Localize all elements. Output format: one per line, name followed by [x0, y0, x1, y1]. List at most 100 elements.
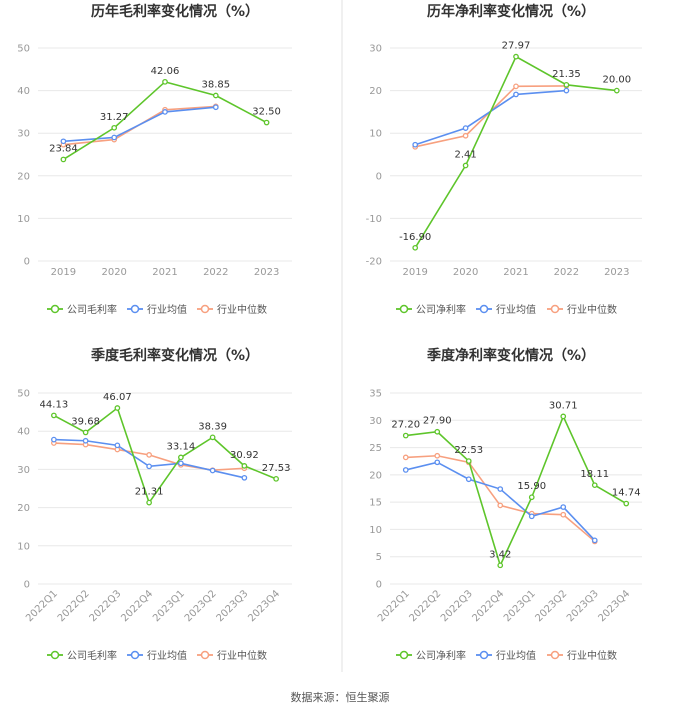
- data-point-company: [114, 405, 121, 411]
- data-point-avg: [241, 474, 248, 481]
- x-tick-label: 2023Q1: [151, 588, 187, 624]
- data-label: 33.14: [167, 441, 196, 452]
- legend-label: 行业中位数: [567, 649, 617, 662]
- x-tick-label: 2022Q1: [24, 588, 60, 624]
- data-point-company: [82, 429, 89, 436]
- data-label: 42.06: [151, 66, 180, 77]
- legend-item-avg[interactable]: 行业均值: [127, 303, 187, 316]
- series-line-avg: [63, 106, 216, 143]
- chart-title: 季度净利率变化情况（%）: [426, 347, 595, 364]
- x-tick-label: 2020: [101, 267, 126, 278]
- y-tick-label: 30: [369, 416, 382, 427]
- legend-marker: [479, 304, 489, 314]
- legend-marker: [50, 304, 60, 314]
- x-tick-label: 2023Q4: [597, 588, 633, 624]
- data-point-avg: [60, 138, 67, 145]
- y-tick-label: 0: [24, 257, 30, 268]
- legend-item-company[interactable]: 公司净利率: [396, 649, 466, 662]
- data-label: 30.92: [230, 450, 259, 461]
- y-tick-label: 20: [369, 86, 382, 97]
- data-point-median: [434, 452, 441, 459]
- data-point-avg: [513, 91, 519, 98]
- legend-item-company[interactable]: 公司毛利率: [47, 303, 117, 316]
- y-tick-label: 35: [369, 389, 382, 400]
- data-label: 32.50: [252, 107, 281, 118]
- legend-item-avg[interactable]: 行业均值: [476, 649, 536, 662]
- data-point-company: [209, 434, 216, 441]
- data-label: 44.13: [40, 399, 69, 410]
- x-tick-label: 2019: [402, 267, 427, 278]
- data-point-avg: [591, 537, 598, 544]
- legend-item-company[interactable]: 公司毛利率: [47, 649, 117, 662]
- x-tick-label: 2022Q3: [439, 588, 475, 624]
- legend-item-median[interactable]: 行业中位数: [197, 649, 267, 662]
- chart-1: 历年毛利率变化情况（%） 0 10 20 30 40 50 2019 2020 2021 2022 2…: [17, 3, 292, 316]
- data-point-company: [528, 494, 535, 501]
- chart-title: 历年净利率变化情况（%）: [427, 3, 595, 20]
- x-tick-label: 2023Q2: [183, 588, 219, 624]
- data-point-avg: [528, 513, 535, 520]
- legend-item-avg[interactable]: 行业均值: [476, 303, 536, 316]
- y-tick-label: 40: [17, 86, 30, 97]
- data-label: 2.41: [454, 150, 476, 161]
- legend-item-avg[interactable]: 行业均值: [127, 649, 187, 662]
- x-tick-label: 2022Q2: [408, 588, 444, 624]
- y-tick-label: 0: [376, 171, 382, 182]
- y-tick-label: 20: [17, 171, 30, 182]
- legend-marker: [550, 650, 560, 660]
- series-line-avg: [405, 461, 596, 541]
- data-label: 27.97: [502, 41, 531, 52]
- data-point-company: [263, 119, 270, 126]
- data-point-avg: [162, 109, 168, 115]
- x-tick-label: 2023Q3: [565, 588, 601, 624]
- series-line-company: [405, 414, 627, 568]
- data-point-avg: [178, 460, 184, 467]
- data-label: 21.35: [552, 69, 581, 80]
- data-point-avg: [111, 134, 118, 141]
- legend-item-median[interactable]: 行业中位数: [547, 649, 617, 662]
- x-tick-label: 2021: [503, 267, 528, 278]
- data-point-company: [412, 244, 419, 251]
- chart-2: 历年净利率变化情况（%） -20 -10 0 10 20 30 2019 2020 2021 202…: [366, 3, 642, 316]
- data-point-median: [560, 511, 567, 518]
- legend-label: 行业均值: [147, 303, 187, 316]
- y-tick-label: 30: [17, 129, 30, 140]
- data-label: -16.90: [399, 232, 431, 243]
- data-label: 23.84: [49, 143, 78, 154]
- data-point-avg: [51, 436, 57, 443]
- series-line-avg: [53, 438, 245, 479]
- legend-label: 行业均值: [147, 649, 187, 662]
- y-tick-label: 10: [17, 541, 30, 552]
- x-tick-label: 2023Q1: [502, 588, 538, 624]
- chart-4: 季度净利率变化情况（%）051015202530352022Q12022Q220…: [369, 347, 642, 662]
- legend-item-median[interactable]: 行业中位数: [547, 303, 617, 316]
- legend-item-company[interactable]: 公司净利率: [396, 303, 466, 316]
- legend-marker: [399, 650, 409, 660]
- data-point-company: [613, 87, 620, 94]
- data-point-avg: [497, 486, 504, 492]
- data-label: 27.90: [423, 416, 452, 427]
- data-point-company: [273, 475, 279, 482]
- data-point-avg: [209, 467, 216, 474]
- y-tick-label: 10: [369, 525, 382, 536]
- x-tick-label: 2023Q2: [534, 588, 570, 624]
- x-tick-label: 2023: [604, 267, 629, 278]
- data-point-company: [111, 124, 118, 131]
- y-tick-label: 40: [17, 427, 30, 438]
- data-point-company: [513, 53, 519, 60]
- x-tick-label: 2022Q1: [376, 588, 412, 624]
- data-point-company: [560, 413, 567, 420]
- data-point-company: [465, 458, 472, 464]
- data-point-company: [162, 78, 168, 85]
- x-tick-label: 2023: [254, 267, 279, 278]
- x-tick-label: 2021: [152, 267, 177, 278]
- data-point-company: [434, 428, 441, 435]
- series-line-company: [62, 80, 267, 161]
- x-tick-label: 2023Q4: [246, 588, 282, 624]
- data-point-median: [146, 452, 152, 458]
- data-point-avg: [114, 442, 121, 449]
- data-label: 14.74: [612, 488, 641, 499]
- data-label: 18.11: [580, 469, 609, 480]
- data-label: 21.31: [135, 487, 164, 498]
- legend-item-median[interactable]: 行业中位数: [197, 303, 267, 316]
